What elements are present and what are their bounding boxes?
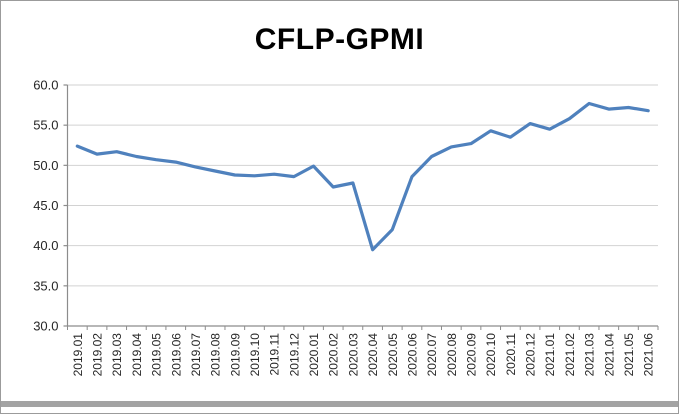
y-tick-label: 55.0 <box>33 118 58 133</box>
x-tick-label: 2021.03 <box>583 333 597 377</box>
x-tick-label: 2019.10 <box>248 333 262 377</box>
x-tick-label: 2020.03 <box>346 333 360 377</box>
x-tick-label: 2019.09 <box>228 333 242 377</box>
series-line-group <box>75 101 650 252</box>
bottom-divider <box>1 401 678 407</box>
x-tick-label: 2019.08 <box>209 333 223 377</box>
y-tick-label: 40.0 <box>33 238 58 253</box>
x-tick-label: 2020.06 <box>405 333 419 377</box>
series-line <box>75 101 650 252</box>
x-tick-label: 2021.05 <box>622 333 636 377</box>
x-tick-label: 2020.10 <box>484 333 498 377</box>
x-tick-label: 2021.06 <box>642 333 656 377</box>
x-tick-label: 2021.04 <box>602 333 616 377</box>
x-tick-label: 2019.11 <box>268 333 282 376</box>
x-tick-label: 2020.12 <box>524 333 538 377</box>
tick-marks <box>63 84 659 330</box>
y-tick-label: 30.0 <box>33 319 58 334</box>
x-tick-label: 2019.02 <box>91 333 105 377</box>
x-tick-label: 2019.12 <box>287 333 301 377</box>
y-tick-label: 50.0 <box>33 158 58 173</box>
x-tick-label: 2019.05 <box>150 333 164 377</box>
x-tick-label: 2019.06 <box>169 333 183 377</box>
x-tick-label: 2020.09 <box>465 333 479 377</box>
y-tick-label: 35.0 <box>33 278 58 293</box>
x-axis-labels: 2019.01 2019.02 2019.03 2019.04 2019.05 2019.… <box>71 333 656 377</box>
x-tick-label: 2020.11 <box>504 333 518 376</box>
y-tick-label: 60.0 <box>33 78 58 93</box>
x-tick-label: 2019.04 <box>130 333 144 377</box>
x-tick-label: 2020.07 <box>425 333 439 377</box>
x-tick-label: 2020.02 <box>327 333 341 377</box>
x-tick-label: 2021.02 <box>563 333 577 377</box>
y-tick-label: 45.0 <box>33 198 58 213</box>
x-tick-label: 2020.01 <box>307 333 321 377</box>
x-tick-label: 2019.01 <box>71 333 85 377</box>
x-tick-label: 2021.01 <box>543 333 557 377</box>
x-tick-label: 2020.08 <box>445 333 459 377</box>
x-tick-label: 2019.07 <box>189 333 203 377</box>
y-axis-labels: 60.0 55.0 50.0 45.0 40.0 35.0 30.0 <box>33 78 58 334</box>
x-tick-label: 2020.05 <box>386 333 400 377</box>
chart-title: CFLP-GPMI <box>254 23 425 56</box>
x-tick-label: 2019.03 <box>110 333 124 377</box>
gridlines <box>67 84 658 287</box>
x-tick-label: 2020.04 <box>366 333 380 377</box>
